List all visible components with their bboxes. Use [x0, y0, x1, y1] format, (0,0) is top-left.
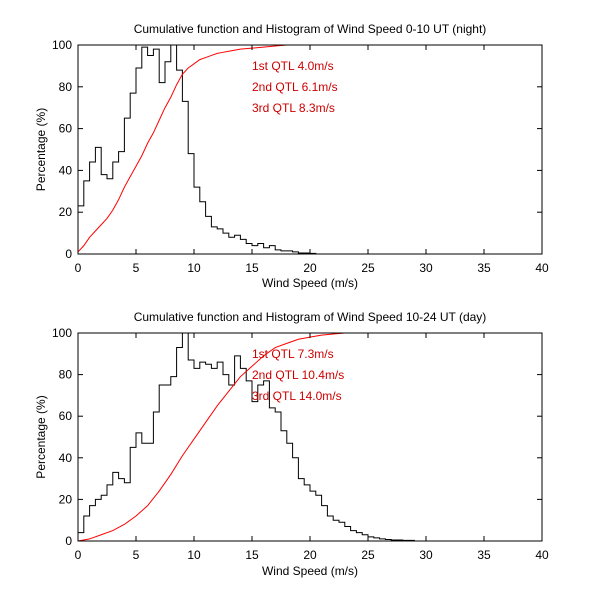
plot-frame [77, 44, 543, 255]
x-tick-label: 20 [303, 261, 317, 275]
y-tick-label: 100 [52, 326, 72, 340]
quartile-3-annotation: 3rd QTL 14.0m/s [252, 389, 342, 403]
histogram-line [77, 44, 322, 255]
chart-night: Cumulative function and Histogram of Win… [34, 22, 549, 290]
cumulative-series [77, 44, 542, 253]
axis-ticks: 0 5 10 15 20 25 30 35 40 0 20 40 60 80 100 [52, 326, 549, 562]
y-tick-label: 80 [59, 80, 73, 94]
axis-ticks: 0 5 10 15 20 25 30 35 40 0 20 40 60 80 100 [52, 38, 549, 275]
x-axis-label: Wind Speed (m/s) [262, 276, 358, 290]
x-tick-label: 5 [133, 548, 140, 562]
x-tick-label: 20 [303, 548, 317, 562]
y-axis-label: Percentage (%) [34, 395, 48, 478]
cumulative-line [77, 332, 542, 542]
x-tick-label: 0 [75, 261, 82, 275]
cumulative-line [77, 44, 542, 253]
cumulative-series [77, 332, 542, 542]
quartile-2-annotation: 2nd QTL 10.4m/s [252, 368, 344, 382]
y-tick-label: 80 [59, 368, 73, 382]
y-tick-label: 40 [59, 163, 73, 177]
x-tick-label: 10 [187, 261, 201, 275]
y-tick-label: 40 [59, 451, 73, 465]
y-axis-label: Percentage (%) [34, 108, 48, 191]
x-tick-label: 15 [245, 261, 259, 275]
x-tick-label: 40 [535, 261, 549, 275]
quartile-2-annotation: 2nd QTL 6.1m/s [252, 80, 338, 94]
y-tick-label: 60 [59, 409, 73, 423]
x-tick-label: 15 [245, 548, 259, 562]
chart-day: Cumulative function and Histogram of Win… [34, 310, 549, 578]
x-tick-label: 35 [477, 548, 491, 562]
histogram-line [77, 332, 421, 542]
x-tick-label: 25 [361, 548, 375, 562]
histogram-series [77, 332, 421, 542]
x-tick-label: 30 [419, 261, 433, 275]
histogram-series [77, 44, 322, 255]
y-tick-label: 100 [52, 38, 72, 52]
y-tick-label: 20 [59, 492, 73, 506]
plot-frame [77, 332, 543, 542]
x-tick-label: 30 [419, 548, 433, 562]
chart-title: Cumulative function and Histogram of Win… [134, 310, 487, 324]
y-tick-label: 60 [59, 122, 73, 136]
x-axis-label: Wind Speed (m/s) [262, 564, 358, 578]
y-tick-label: 0 [65, 247, 72, 261]
x-tick-label: 25 [361, 261, 375, 275]
quartile-3-annotation: 3rd QTL 8.3m/s [252, 101, 335, 115]
quartile-1-annotation: 1st QTL 4.0m/s [252, 59, 334, 73]
x-tick-label: 10 [187, 548, 201, 562]
quartile-1-annotation: 1st QTL 7.3m/s [252, 347, 334, 361]
y-tick-label: 0 [65, 534, 72, 548]
chart-title: Cumulative function and Histogram of Win… [134, 22, 487, 36]
x-tick-label: 40 [535, 548, 549, 562]
x-tick-label: 35 [477, 261, 491, 275]
x-tick-label: 0 [75, 548, 82, 562]
x-tick-label: 5 [133, 261, 140, 275]
y-tick-label: 20 [59, 205, 73, 219]
